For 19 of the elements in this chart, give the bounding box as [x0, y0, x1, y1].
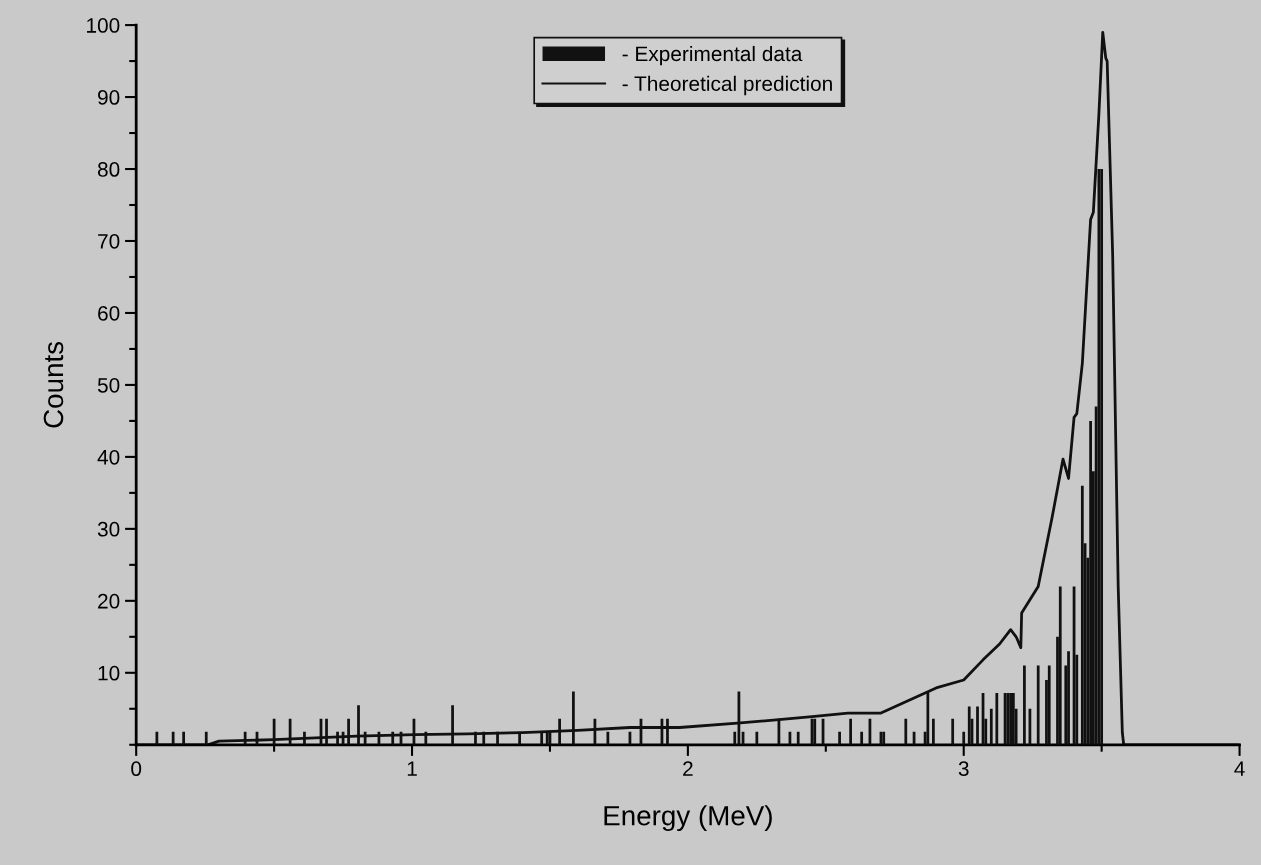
y-tick-label: 40 [97, 449, 120, 465]
y-tick-label: 80 [97, 162, 120, 177]
x-axis-title: Energy (MeV) [604, 805, 772, 832]
y-tick-label: 70 [98, 233, 120, 249]
y-tick-label: 30 [97, 521, 120, 537]
x-tick-label: 1 [407, 761, 417, 776]
x-tick-label: 2 [683, 761, 693, 776]
y-tick-label: 50 [97, 377, 120, 393]
y-axis-title: Counts [43, 341, 64, 428]
y-tick-label: 10 [98, 665, 120, 681]
x-tick-label: 0 [131, 761, 142, 777]
legend-label: - Experimental data [622, 45, 803, 66]
y-tick-label: 20 [98, 593, 120, 609]
legend-label: - Theoretical prediction [622, 75, 832, 96]
y-tick-label: 100 [87, 18, 120, 33]
x-tick-label: 3 [958, 761, 969, 777]
y-tick-label: 90 [98, 90, 120, 105]
y-tick-label: 60 [98, 305, 120, 321]
x-tick-label: 4 [1234, 761, 1245, 776]
